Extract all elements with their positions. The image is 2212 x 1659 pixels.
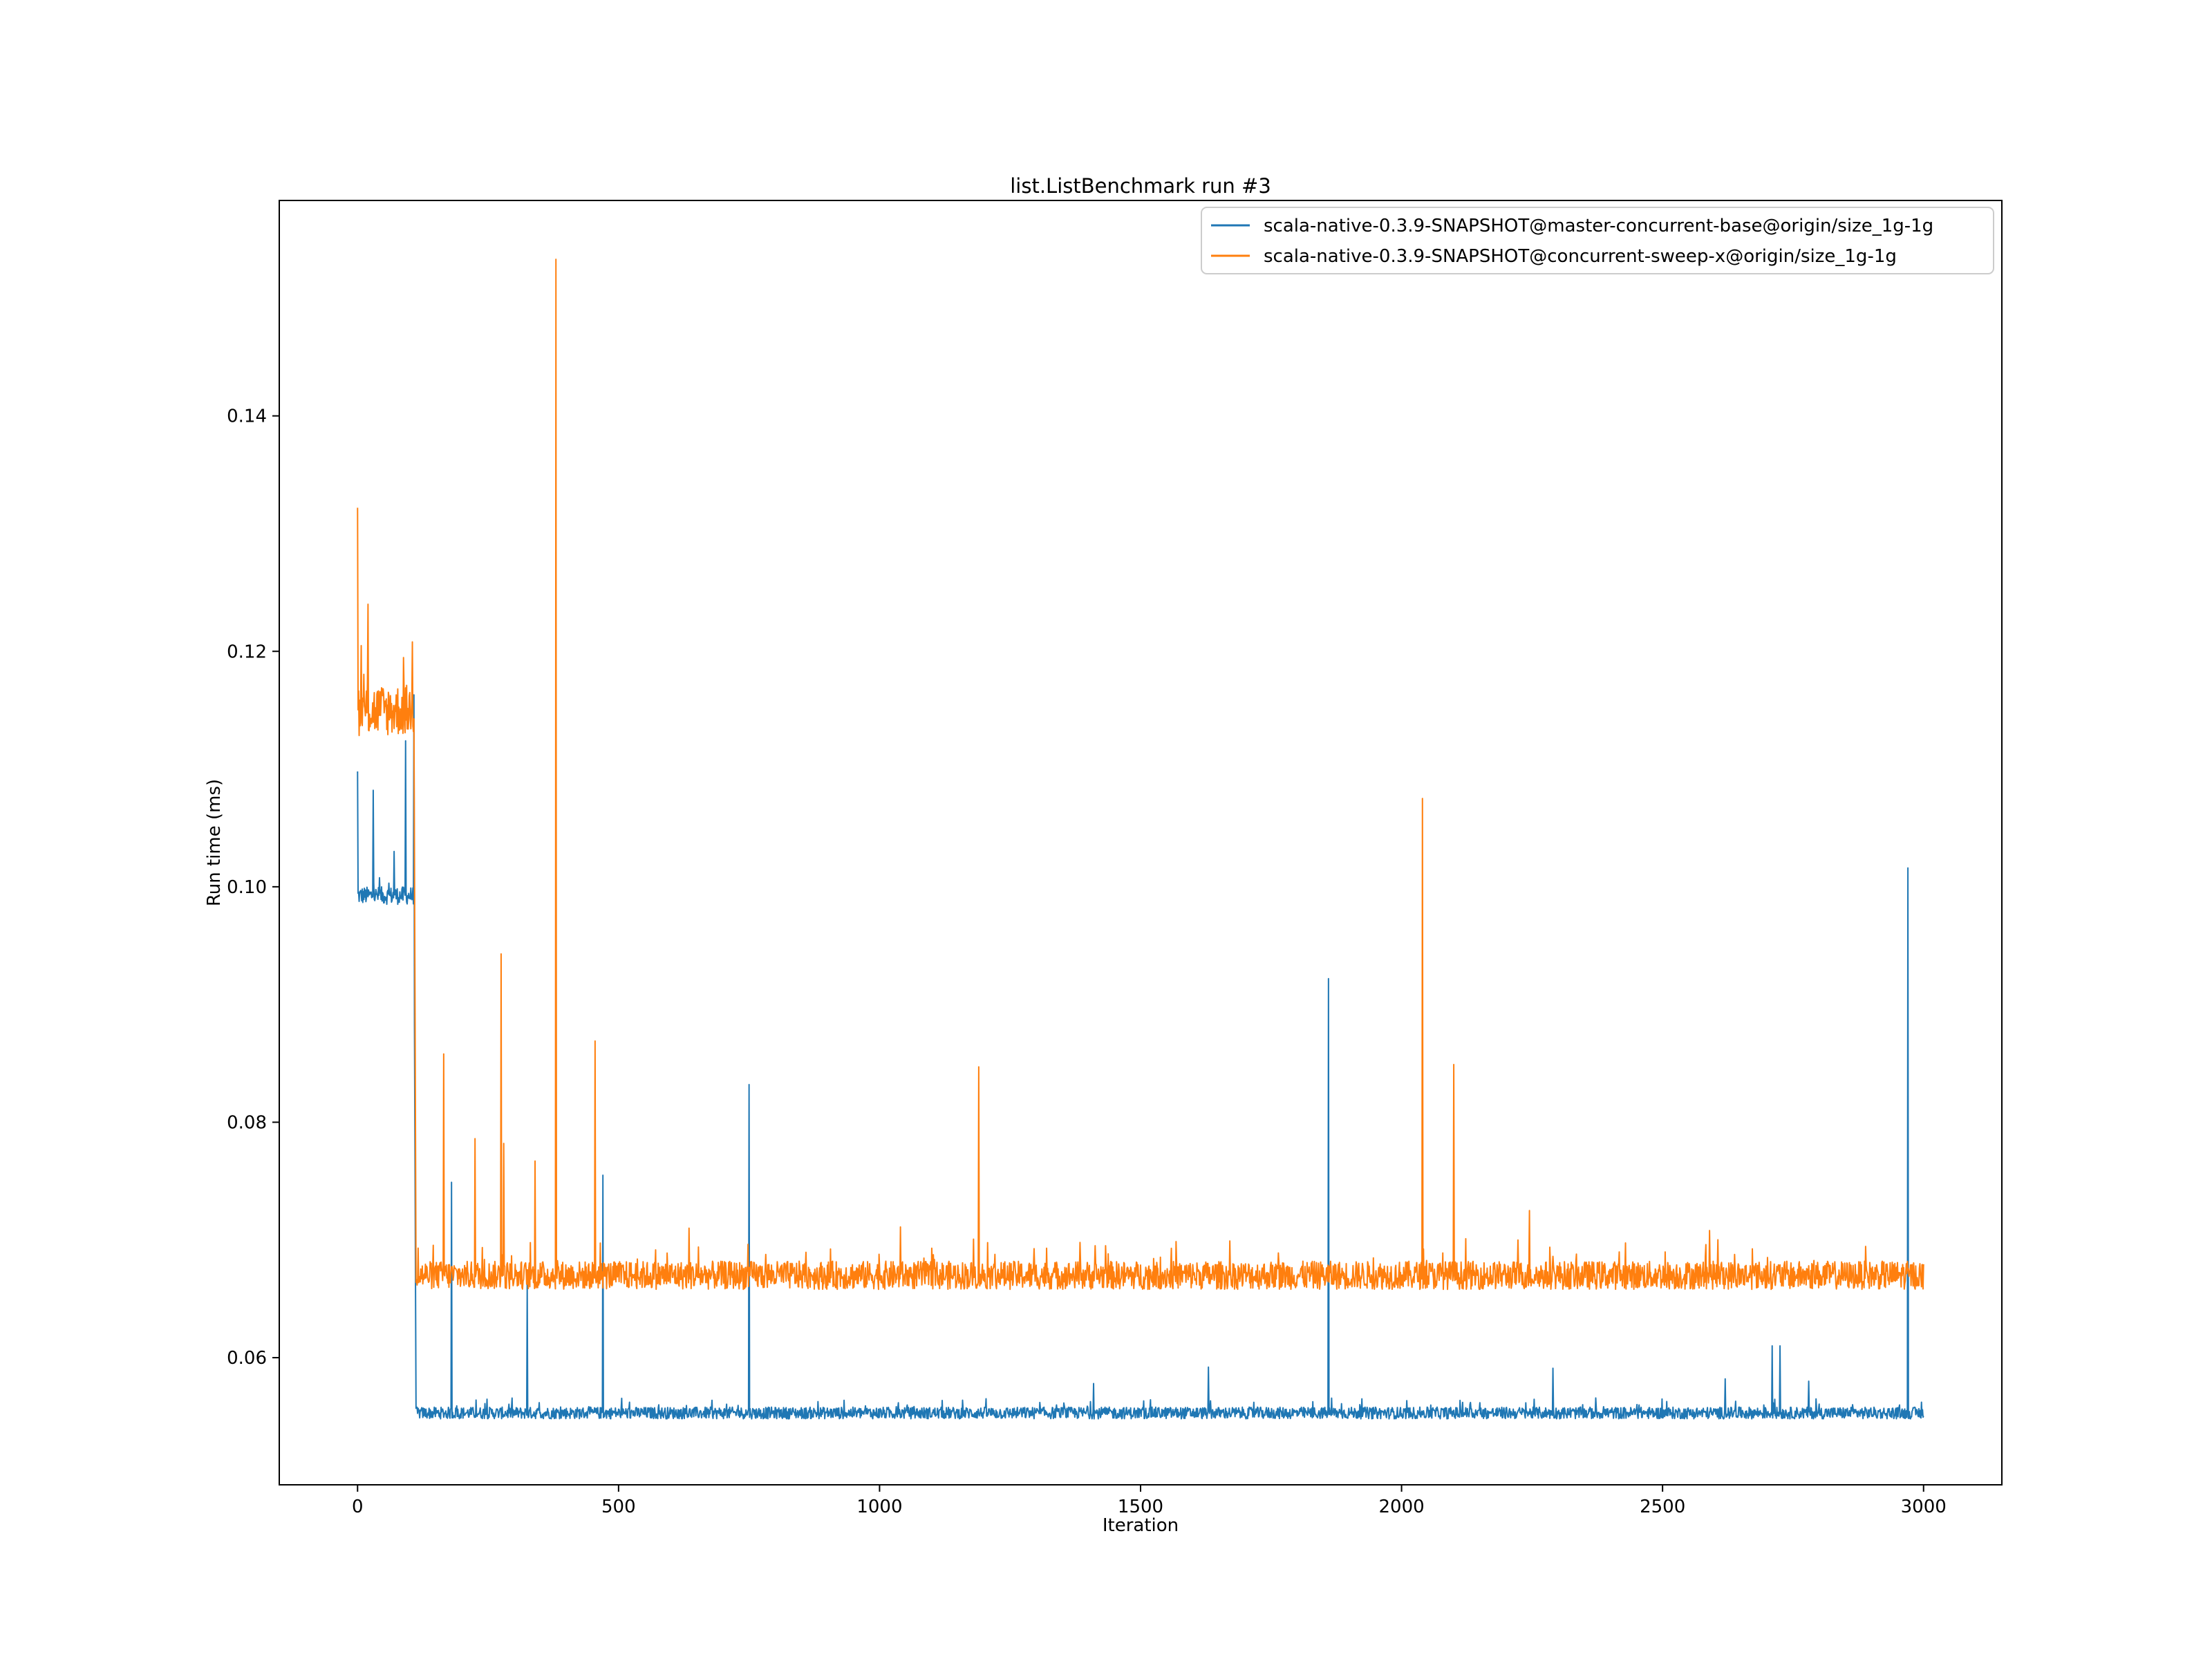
x-tick-label: 2000 xyxy=(1378,1497,1424,1517)
legend-label-series-1: scala-native-0.3.9-SNAPSHOT@master-concu… xyxy=(1264,216,1933,236)
x-tick-label: 0 xyxy=(352,1497,364,1517)
x-tick-label: 500 xyxy=(601,1497,636,1517)
series-line-2 xyxy=(357,259,1924,1291)
x-tick-label: 3000 xyxy=(1901,1497,1947,1517)
legend-label-series-2: scala-native-0.3.9-SNAPSHOT@concurrent-s… xyxy=(1264,246,1897,267)
y-tick-label: 0.14 xyxy=(227,406,267,427)
x-tick-label: 1000 xyxy=(856,1497,902,1517)
y-tick-label: 0.08 xyxy=(227,1112,267,1133)
legend: scala-native-0.3.9-SNAPSHOT@master-concu… xyxy=(1201,207,1994,274)
x-axis-label: Iteration xyxy=(1103,1515,1179,1536)
y-axis: 0.06 0.08 0.10 0.12 0.14 xyxy=(227,406,279,1369)
plot-area xyxy=(357,259,1924,1420)
legend-box xyxy=(1201,207,1994,274)
x-axis: 0 500 1000 1500 2000 2500 3000 xyxy=(352,1485,1947,1517)
chart-title: list.ListBenchmark run #3 xyxy=(1010,174,1271,198)
y-tick-label: 0.10 xyxy=(227,877,267,898)
y-tick-label: 0.06 xyxy=(227,1348,267,1369)
y-axis-label: Run time (ms) xyxy=(204,779,225,906)
series-line-1 xyxy=(357,694,1924,1420)
series-layer xyxy=(357,259,1924,1420)
x-tick-label: 1500 xyxy=(1118,1497,1163,1517)
x-tick-label: 2500 xyxy=(1640,1497,1685,1517)
y-tick-label: 0.12 xyxy=(227,641,267,662)
